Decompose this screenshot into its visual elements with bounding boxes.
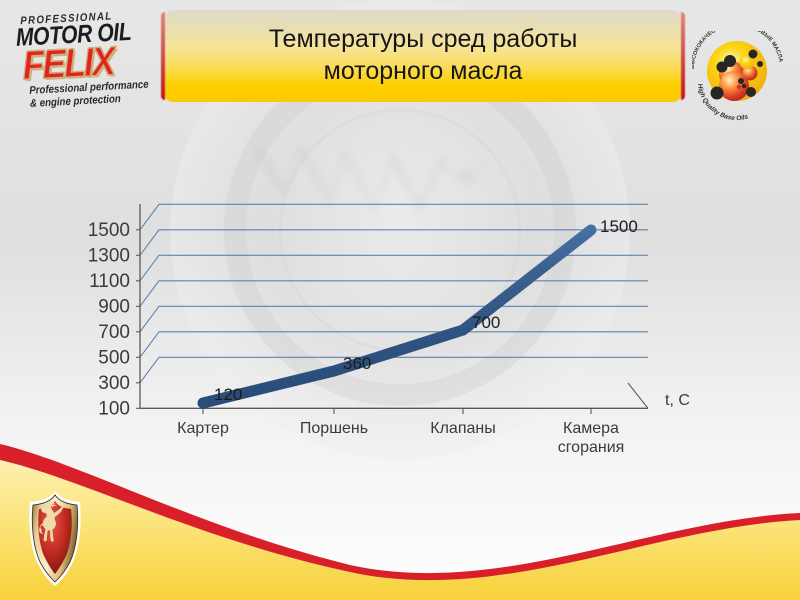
svg-text:Картер: Картер	[177, 420, 229, 437]
svg-text:1100: 1100	[89, 271, 130, 292]
svg-text:300: 300	[98, 373, 130, 394]
svg-text:700: 700	[472, 313, 500, 332]
svg-text:500: 500	[98, 348, 130, 369]
svg-text:Поршень: Поршень	[300, 420, 368, 437]
svg-text:сгорания: сгорания	[558, 439, 625, 456]
svg-text:700: 700	[98, 322, 130, 343]
svg-text:Камера: Камера	[563, 420, 619, 437]
svg-text:1500: 1500	[600, 217, 638, 236]
svg-text:100: 100	[98, 399, 130, 420]
svg-text:1300: 1300	[88, 246, 130, 267]
svg-text:Клапаны: Клапаны	[430, 420, 495, 437]
svg-text:900: 900	[98, 297, 130, 318]
svg-text:360: 360	[343, 354, 371, 373]
svg-text:1500: 1500	[88, 220, 130, 241]
svg-text:120: 120	[214, 385, 242, 404]
svg-text:t, C: t, C	[665, 392, 690, 409]
